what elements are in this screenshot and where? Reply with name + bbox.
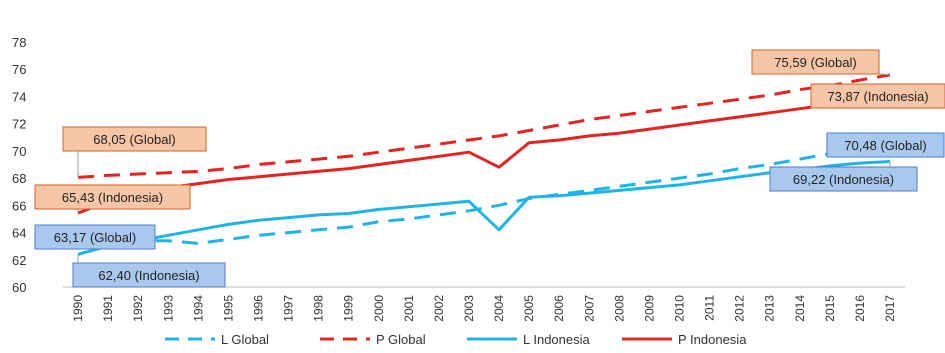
x-tick-label: 1996 — [251, 295, 265, 322]
callout-label: 65,43 (Indonesia) — [62, 190, 163, 205]
x-tick-label: 2012 — [733, 295, 747, 322]
x-tick-label: 1995 — [221, 295, 235, 322]
y-tick-label: 74 — [12, 89, 26, 104]
legend-label: L Global — [221, 332, 269, 347]
x-tick-label: 2008 — [612, 295, 626, 322]
x-tick-label: 1997 — [282, 295, 296, 322]
callout-label: 63,17 (Global) — [54, 230, 136, 245]
x-tick-label: 2005 — [522, 295, 536, 322]
callout-box — [34, 184, 191, 210]
x-tick-label: 2017 — [883, 295, 897, 322]
callout-label: 75,59 (Global) — [774, 55, 856, 70]
series-line-l-global — [77, 142, 891, 246]
x-tick-label: 2016 — [853, 295, 867, 322]
x-tick-label: 2000 — [372, 295, 386, 322]
x-tick-label: 2010 — [672, 295, 686, 322]
x-tick-label: 2006 — [552, 295, 566, 322]
x-tick-label: 2003 — [462, 295, 476, 322]
x-tick-label: 2014 — [793, 295, 807, 322]
x-tick-label: 2007 — [582, 295, 596, 322]
x-tick-label: 2015 — [823, 295, 837, 322]
callout-label: 73,87 (Indonesia) — [827, 89, 928, 104]
x-tick-label: 1994 — [191, 295, 205, 322]
y-tick-label: 76 — [12, 62, 26, 77]
callout-box — [810, 83, 945, 109]
x-tick-label: 2004 — [492, 295, 506, 322]
series-layer — [77, 73, 891, 256]
x-tick-label: 2013 — [763, 295, 777, 322]
x-tick-label: 2002 — [432, 295, 446, 322]
callout-label: 69,22 (Indonesia) — [793, 172, 894, 187]
callout-box — [751, 49, 880, 75]
y-axis: 60 62 64 66 68 70 72 74 76 78 — [12, 35, 26, 295]
series-line-p-global — [77, 73, 891, 179]
y-tick-label: 70 — [12, 144, 26, 159]
x-tick-label: 1999 — [342, 295, 356, 322]
legend: L Global P Global L Indonesia P Indonesia — [165, 332, 747, 347]
x-tick-label: 1993 — [161, 295, 175, 322]
y-tick-label: 64 — [12, 226, 26, 241]
legend-label: L Indonesia — [523, 332, 591, 347]
callout-label: 68,05 (Global) — [93, 132, 175, 147]
callout-box — [72, 262, 226, 288]
callout-layer: 68,05 (Global) 65,43 (Indonesia) 63,17 (Gl… — [34, 49, 945, 288]
x-tick-label: 1998 — [312, 295, 326, 322]
y-tick-label: 66 — [12, 198, 26, 213]
x-tick-label: 2009 — [642, 295, 656, 322]
y-tick-label: 78 — [12, 35, 26, 50]
y-tick-label: 62 — [12, 253, 26, 268]
callout-leader — [878, 73, 891, 76]
callout-label: 62,40 (Indonesia) — [98, 268, 199, 283]
y-tick-label: 68 — [12, 171, 26, 186]
legend-label: P Indonesia — [678, 332, 747, 347]
x-tick-label: 2011 — [703, 295, 717, 321]
callout-box — [769, 166, 918, 192]
y-tick-label: 60 — [12, 280, 26, 295]
x-tick-label: 1991 — [101, 295, 115, 322]
x-axis: 1990 1991 1992 1993 1994 1995 1996 1997 1998 1999… — [63, 286, 905, 322]
x-tick-label: 1990 — [71, 295, 85, 322]
callout-box — [826, 132, 945, 158]
x-tick-label: 2001 — [402, 295, 416, 322]
x-tick-label: 1992 — [131, 295, 145, 322]
y-tick-label: 72 — [12, 117, 26, 132]
legend-label: P Global — [376, 332, 426, 347]
callout-box — [34, 224, 156, 250]
callout-box — [62, 126, 207, 152]
series-line-p-indonesia — [77, 96, 891, 215]
callout-label: 70,48 (Global) — [844, 138, 926, 153]
series-line-l-indonesia — [77, 160, 891, 256]
